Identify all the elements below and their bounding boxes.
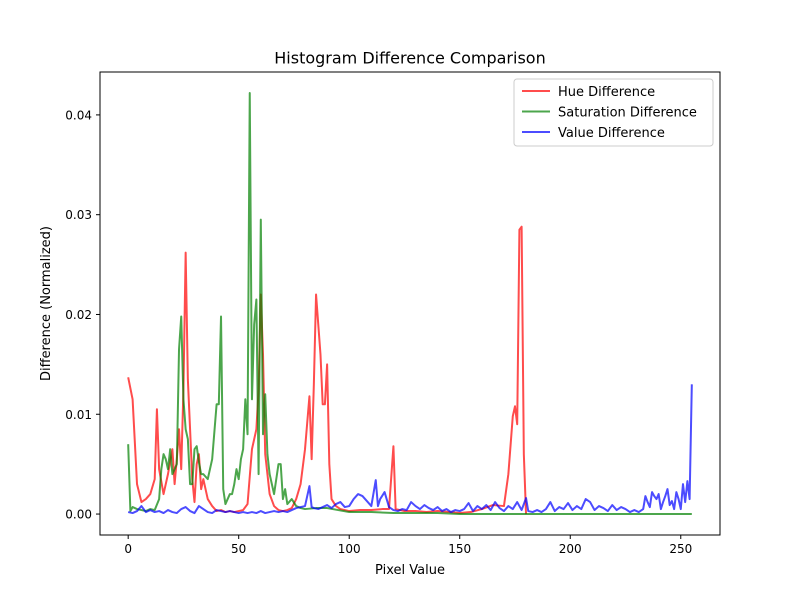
y-tick-label: 0.03 (65, 208, 92, 222)
x-tick-label: 150 (448, 542, 471, 556)
x-tick-label: 100 (338, 542, 361, 556)
y-axis-label: Difference (Normalized) (39, 226, 54, 381)
legend-label-saturation: Saturation Difference (558, 106, 697, 121)
plot-frame (99, 71, 721, 536)
x-tick-label: 50 (231, 542, 246, 556)
legend: Hue Difference Saturation Difference Val… (513, 78, 714, 147)
y-tick-label: 0.01 (65, 408, 92, 422)
plot-area (127, 91, 693, 516)
x-tick-label: 250 (669, 542, 692, 556)
legend-box (513, 78, 714, 147)
legend-label-hue: Hue Difference (558, 85, 655, 100)
y-axis-ticks: 0.00 0.01 0.02 0.03 0.04 (65, 108, 100, 522)
x-axis-label: Pixel Value (375, 563, 445, 578)
y-tick-label: 0.04 (65, 108, 92, 122)
x-tick-label: 0 (124, 542, 132, 556)
chart-title: Histogram Difference Comparison (274, 49, 545, 68)
x-axis-ticks: 0 50 100 150 200 250 (124, 535, 692, 556)
y-tick-label: 0.02 (65, 308, 92, 322)
series-line-saturation-difference (127, 91, 692, 516)
series-layer (127, 91, 693, 516)
x-tick-label: 200 (559, 542, 582, 556)
legend-label-value: Value Difference (558, 126, 665, 141)
y-tick-label: 0.00 (65, 508, 92, 522)
series-line-value-difference (127, 384, 693, 515)
